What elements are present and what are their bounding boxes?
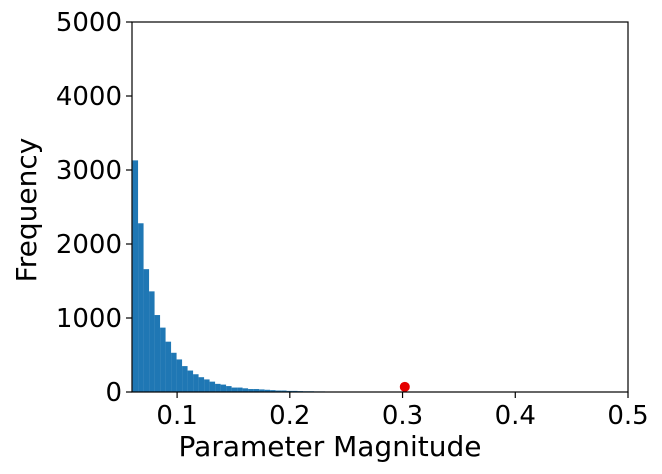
highlight-point <box>399 381 410 392</box>
y-axis-ticks: 0 1000 2000 3000 4000 5000 <box>56 8 132 408</box>
histogram-bar <box>237 387 243 392</box>
histogram-bar <box>275 390 282 392</box>
histogram-bar <box>154 315 161 392</box>
histogram-bar <box>231 387 238 392</box>
histogram-bar <box>193 374 199 392</box>
y-tick-label: 2000 <box>56 230 122 260</box>
histogram-bar <box>253 389 260 392</box>
highlight-marker-layer <box>399 381 410 392</box>
histogram-bar <box>204 379 210 392</box>
histogram-bar <box>259 389 265 392</box>
histogram-bar <box>165 341 172 392</box>
y-axis-label: Frequency <box>10 138 43 283</box>
histogram-bar <box>209 381 216 392</box>
x-tick-label: 0.4 <box>495 401 536 431</box>
y-tick-label: 4000 <box>56 82 122 112</box>
y-tick-label: 3000 <box>56 156 122 186</box>
histogram-bar <box>264 389 271 392</box>
y-tick-label: 5000 <box>56 8 122 38</box>
histogram-bar <box>171 352 177 392</box>
x-tick-label: 0.1 <box>156 401 197 431</box>
y-tick-label: 1000 <box>56 304 122 334</box>
histogram-bar <box>198 377 205 392</box>
histogram-bar <box>215 383 221 392</box>
histogram-bar <box>281 390 287 392</box>
histogram-bar <box>160 327 166 392</box>
histogram-bar <box>226 386 232 392</box>
histogram-bars <box>132 160 419 392</box>
histogram-bar <box>132 160 139 392</box>
x-axis-label: Parameter Magnitude <box>179 430 482 463</box>
histogram-bar <box>143 269 150 392</box>
histogram-bar <box>182 366 188 392</box>
histogram-bar <box>248 389 254 392</box>
histogram-bar <box>270 390 276 392</box>
histogram-bar <box>176 359 183 392</box>
histogram-bar <box>187 370 194 392</box>
x-tick-label: 0.3 <box>382 401 423 431</box>
x-tick-label: 0.5 <box>607 401 648 431</box>
histogram-bar <box>138 223 144 392</box>
plot-frame <box>131 21 629 393</box>
x-tick-label: 0.2 <box>269 401 310 431</box>
x-axis-ticks: 0.1 0.2 0.3 0.4 0.5 <box>156 392 649 431</box>
histogram-bar <box>149 291 155 392</box>
histogram-bar <box>220 384 227 392</box>
y-tick-label: 0 <box>105 378 122 408</box>
histogram-bar <box>242 388 249 392</box>
